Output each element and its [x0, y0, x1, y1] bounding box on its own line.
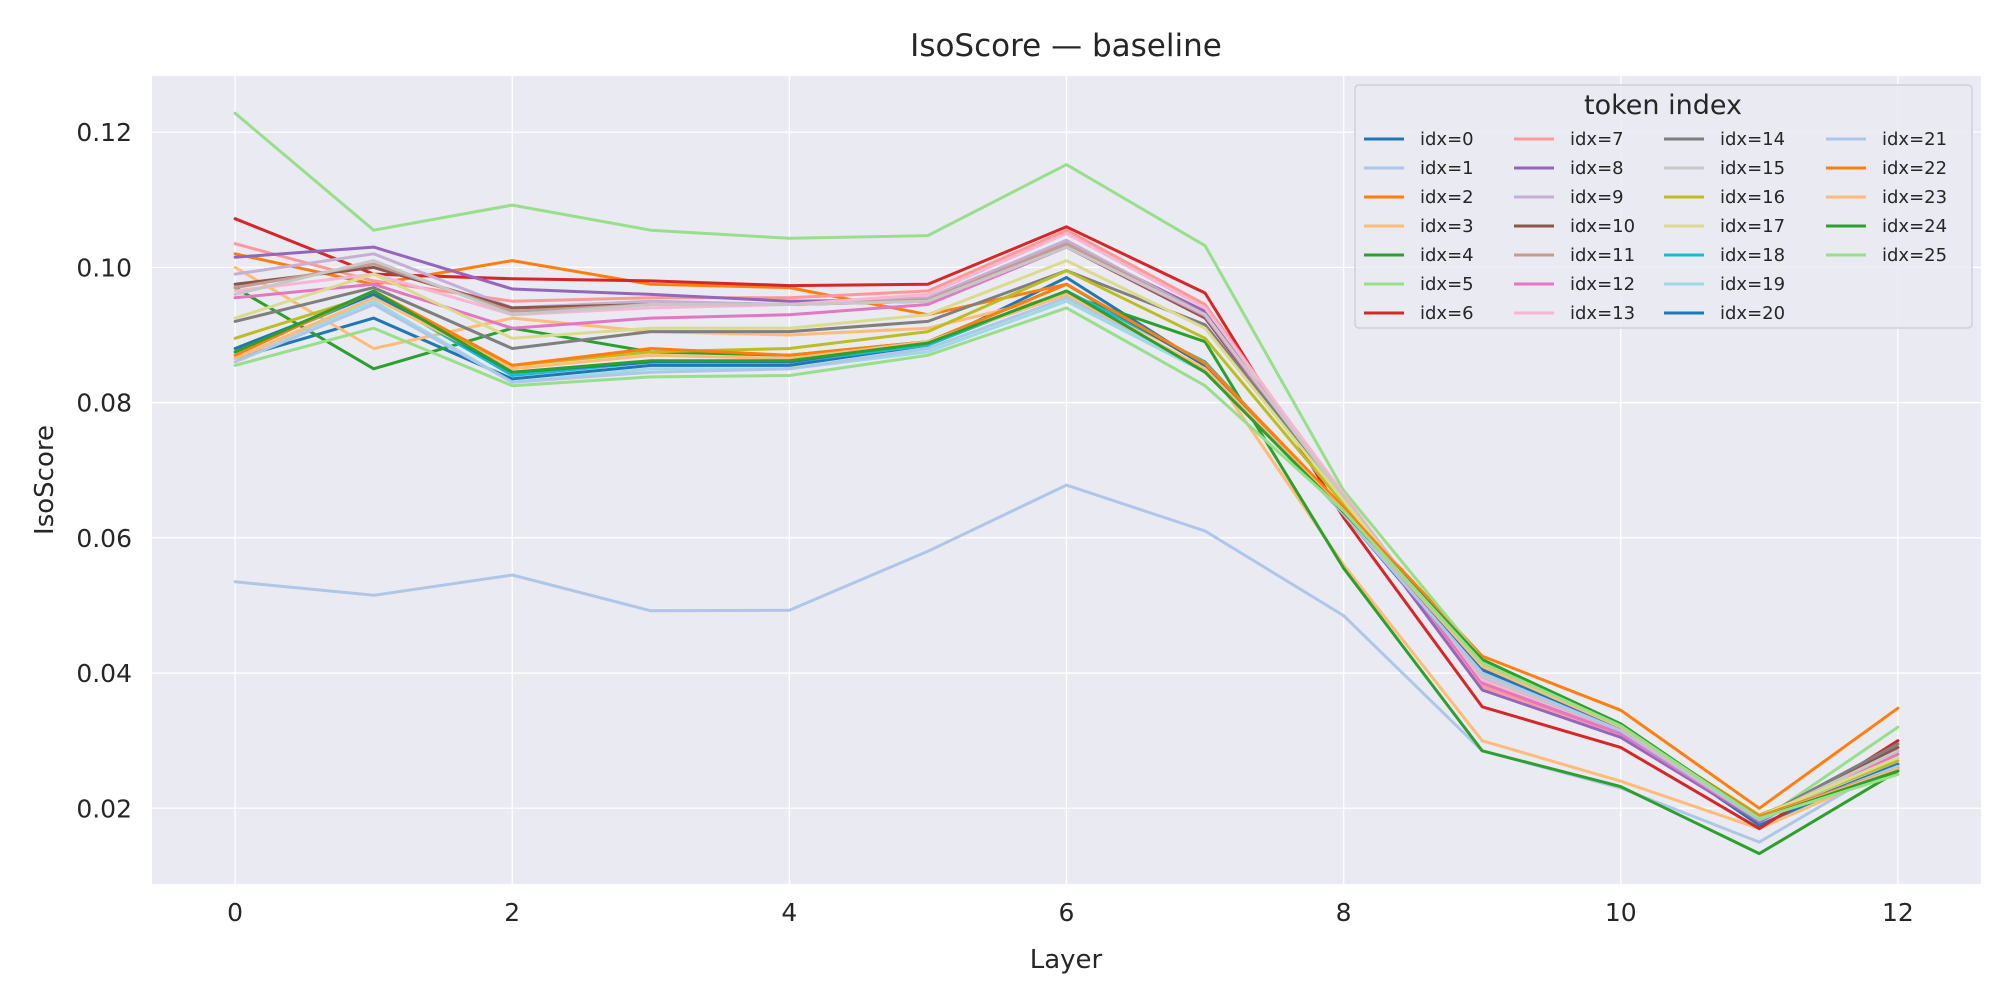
y-tick-label: 0.04: [76, 659, 132, 688]
series-line-idx-21: [233, 296, 1900, 822]
legend-label: idx=24: [1882, 216, 1947, 237]
legend-label: idx=13: [1570, 303, 1635, 324]
legend-label: idx=0: [1420, 129, 1474, 150]
legend-label: idx=20: [1720, 303, 1785, 324]
legend-label: idx=3: [1420, 216, 1474, 237]
series-lines: [233, 111, 1900, 856]
y-tick-label: 0.06: [76, 524, 132, 553]
legend-label: idx=2: [1420, 187, 1474, 208]
x-tick-label: 4: [781, 898, 797, 927]
legend-label: idx=1: [1420, 158, 1474, 179]
legend-label: idx=25: [1882, 245, 1947, 266]
legend-label: idx=23: [1882, 187, 1947, 208]
legend-label: idx=14: [1720, 129, 1785, 150]
x-axis-ticks: 0 2 4 6 8 10 12: [227, 898, 1914, 927]
x-tick-label: 10: [1605, 898, 1637, 927]
legend-label: idx=21: [1882, 129, 1947, 150]
x-tick-label: 0: [227, 898, 243, 927]
legend-label: idx=8: [1570, 158, 1624, 179]
chart-title: IsoScore — baseline: [910, 28, 1222, 64]
legend-items: idx=0 idx=1 idx=2 idx=3 idx=4 idx=5 idx=6 idx=7…: [1364, 129, 1947, 324]
legend: token index idx=0idx=1idx=2idx=3idx=4idx…: [1354, 84, 1973, 329]
legend-label: idx=16: [1720, 187, 1785, 208]
x-axis-label: Layer: [1030, 945, 1103, 975]
legend-label: idx=4: [1420, 245, 1474, 266]
legend-box: [1354, 84, 1973, 329]
legend-label: idx=6: [1420, 303, 1474, 324]
legend-label: idx=9: [1570, 187, 1624, 208]
legend-label: idx=22: [1882, 158, 1947, 179]
y-tick-label: 0.08: [76, 389, 132, 418]
legend-label: idx=18: [1720, 245, 1785, 266]
x-tick-label: 8: [1336, 898, 1352, 927]
gridlines: [152, 76, 1981, 884]
series-line-idx-25: [233, 306, 1900, 820]
legend-label: idx=12: [1570, 274, 1635, 295]
legend-label: idx=19: [1720, 274, 1785, 295]
x-tick-label: 2: [504, 898, 520, 927]
y-axis-ticks: 0.02 0.04 0.06 0.08 0.10 0.12: [76, 118, 132, 823]
series-line-idx-24: [233, 289, 1900, 820]
legend-label: idx=15: [1720, 158, 1785, 179]
y-tick-label: 0.12: [76, 118, 132, 147]
legend-label: idx=5: [1420, 274, 1474, 295]
legend-label: idx=11: [1570, 245, 1635, 266]
y-tick-label: 0.02: [76, 794, 132, 823]
y-tick-label: 0.10: [76, 253, 132, 282]
legend-label: idx=7: [1570, 129, 1624, 150]
legend-label: idx=10: [1570, 216, 1635, 237]
series-line-idx-6: [233, 217, 1900, 831]
x-tick-label: 6: [1059, 898, 1075, 927]
legend-label: idx=17: [1720, 216, 1785, 237]
legend-title: token index: [1584, 90, 1742, 121]
y-axis-label: IsoScore: [30, 425, 60, 535]
x-tick-label: 12: [1882, 898, 1914, 927]
